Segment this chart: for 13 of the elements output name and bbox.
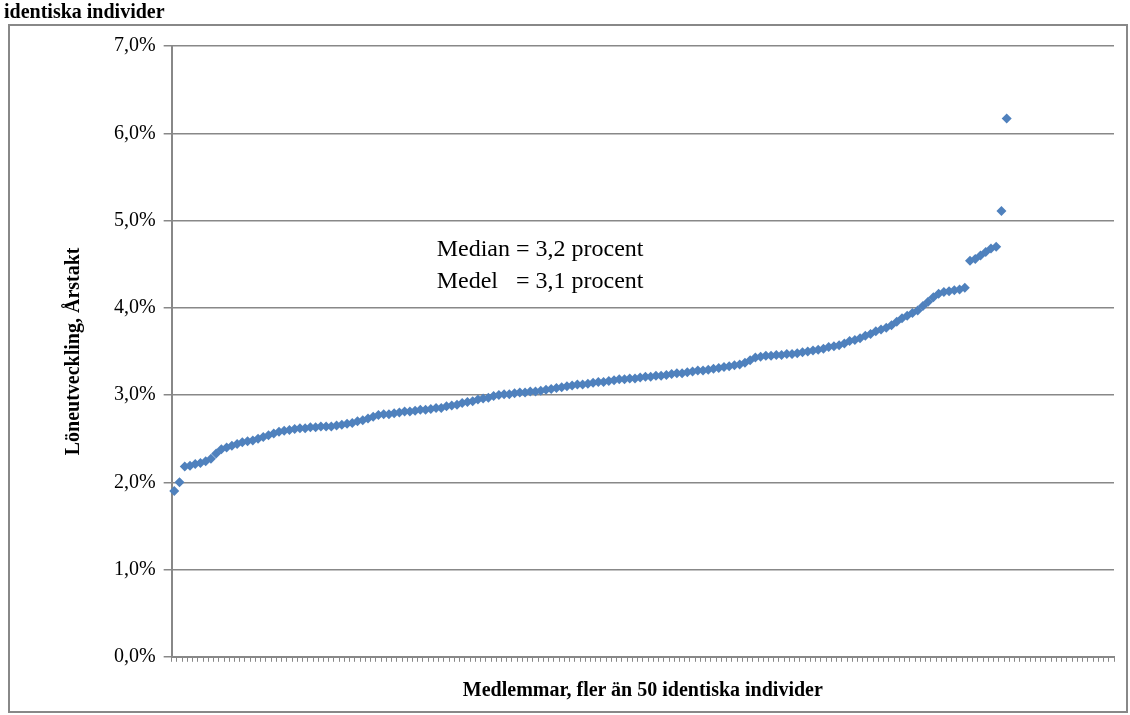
y-tick-label: 2,0% <box>113 469 156 492</box>
y-tick-label: 1,0% <box>113 556 156 579</box>
chart-title: identiska individer <box>4 0 165 22</box>
annotation: Medel = 3,1 procent <box>436 267 644 294</box>
y-tick-label: 3,0% <box>113 382 156 405</box>
annotation: Median = 3,2 procent <box>436 235 644 262</box>
y-tick-label: 7,0% <box>113 33 156 56</box>
y-tick-label: 5,0% <box>113 207 156 230</box>
y-axis-title: Löneutveckling, Årstakt <box>61 247 85 456</box>
x-axis-title: Medlemmar, fler än 50 identiska individer <box>462 678 823 701</box>
y-tick-label: 4,0% <box>113 295 156 318</box>
y-tick-label: 6,0% <box>113 120 156 143</box>
y-tick-label: 0,0% <box>113 644 156 667</box>
